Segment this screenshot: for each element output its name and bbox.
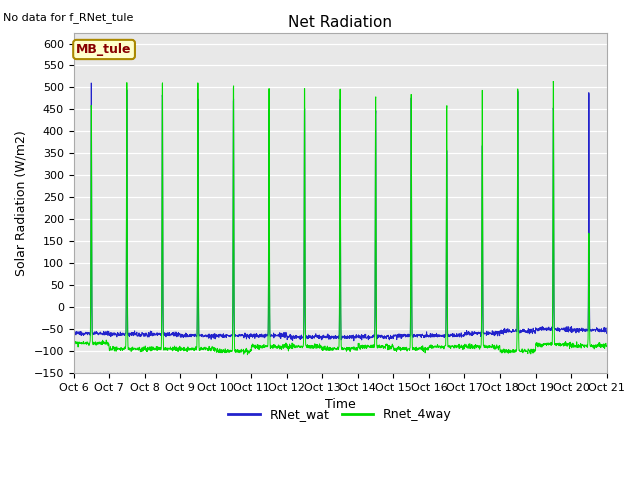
Title: Net Radiation: Net Radiation (288, 15, 392, 30)
Y-axis label: Solar Radiation (W/m2): Solar Radiation (W/m2) (15, 130, 28, 276)
RNet_wat (219, 332, 227, 338)
Text: MB_tule: MB_tule (76, 43, 132, 56)
Rnet_4way (556, 342, 564, 348)
Rnet_4way (495, 344, 503, 349)
RNet_wat (350, 338, 358, 344)
RNet_wat (367, 335, 375, 340)
RNet_wat (495, 333, 503, 338)
Rnet_4way (70, 341, 77, 347)
Rnet_4way (549, 79, 557, 84)
RNet_wat (556, 328, 564, 334)
Legend: RNet_wat, Rnet_4way: RNet_wat, Rnet_4way (223, 403, 457, 426)
RNet_wat (356, 333, 364, 338)
RNet_wat (571, 328, 579, 334)
Rnet_4way (356, 344, 364, 350)
X-axis label: Time: Time (324, 398, 355, 411)
Rnet_4way (571, 344, 579, 350)
Text: No data for f_RNet_tule: No data for f_RNet_tule (3, 12, 134, 23)
Rnet_4way (218, 347, 226, 353)
RNet_wat (603, 331, 611, 336)
Rnet_4way (603, 343, 611, 348)
RNet_wat (70, 329, 77, 335)
RNet_wat (87, 80, 95, 86)
Rnet_4way (367, 342, 375, 348)
Line: RNet_wat: RNet_wat (74, 83, 607, 341)
Rnet_4way (244, 352, 252, 358)
Line: Rnet_4way: Rnet_4way (74, 82, 607, 355)
